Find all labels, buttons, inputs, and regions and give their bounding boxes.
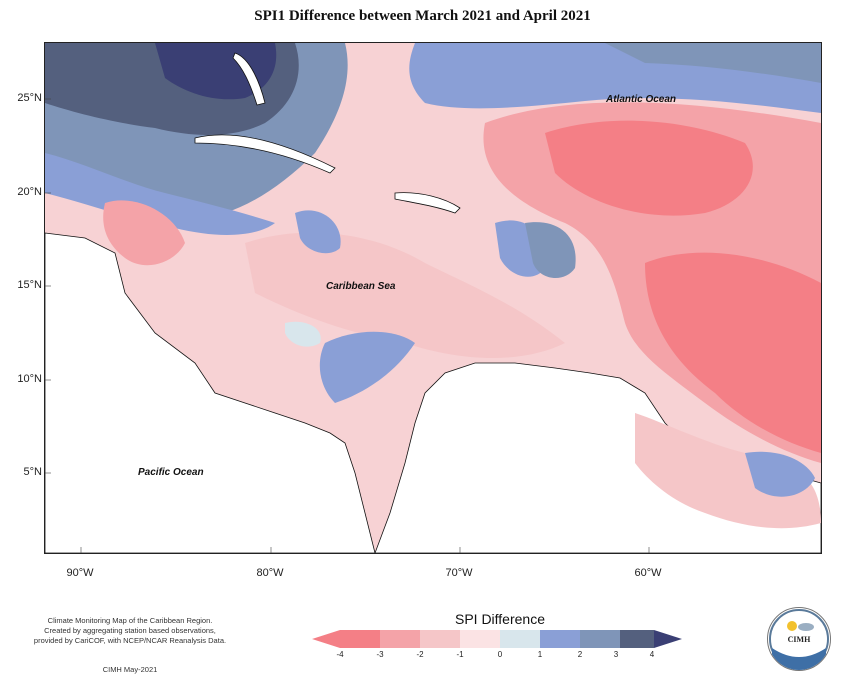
- legend-tick-3: 3: [613, 650, 619, 659]
- legend-colorbar: [312, 630, 682, 648]
- legend-swatch-2: [380, 630, 420, 648]
- lat-label-5n: 5°N: [23, 466, 42, 478]
- lat-label-15n: 15°N: [17, 279, 42, 291]
- legend-arrow-right: [654, 630, 682, 648]
- legend-swatch-6: [540, 630, 580, 648]
- credits-line-1: Climate Monitoring Map of the Caribbean …: [47, 616, 213, 625]
- logo-graphic: [769, 609, 829, 670]
- spi-red-atlantic-north: [545, 120, 753, 216]
- spi-blue-cell-colombia: [319, 331, 415, 403]
- credits-date: CIMH May-2021: [102, 665, 158, 674]
- legend-arrow-left: [312, 630, 340, 648]
- spi-pink-guianas: [635, 413, 821, 529]
- legend-swatch-7: [580, 630, 620, 648]
- credits-line-3: provided by CariCOF, with NCEP/NCAR Rean…: [33, 636, 227, 645]
- pacific-ocean-label: Pacific Ocean: [138, 467, 204, 478]
- legend-tick-4: 4: [649, 650, 655, 659]
- lat-label-20n: 20°N: [17, 186, 42, 198]
- hispaniola-land: [394, 192, 461, 214]
- legend-swatch-1: [340, 630, 380, 648]
- legend-title: SPI Difference: [454, 611, 545, 627]
- lat-label-25n: 25°N: [17, 92, 42, 104]
- caribbean-sea-label: Caribbean Sea: [326, 281, 396, 292]
- cimh-logo: CIMH: [767, 607, 831, 671]
- lon-label-70w: 70°W: [445, 567, 473, 579]
- spi-blue-guianas: [745, 451, 815, 497]
- credits-line-2: Created by aggregating station based obs…: [44, 626, 216, 635]
- legend-tick-2: 2: [577, 650, 583, 659]
- central-america-land: [45, 232, 376, 553]
- spi-blue-cell-jamaica: [295, 210, 341, 254]
- atlantic-ocean-label: Atlantic Ocean: [606, 94, 677, 105]
- legend-swatch-8: [620, 630, 654, 648]
- legend-swatch-5: [500, 630, 540, 648]
- logo-text: CIMH: [787, 635, 811, 644]
- legend-tick-1: 1: [537, 650, 543, 659]
- spi-darkest-nw: [155, 43, 277, 100]
- spi-pink-west: [103, 200, 185, 266]
- spi-field: [45, 43, 821, 553]
- legend-tick-0: 0: [497, 650, 503, 659]
- cuba-land: [194, 134, 336, 174]
- spi-dark-atlantic: [605, 43, 821, 83]
- map-title: SPI1 Difference between March 2021 and A…: [254, 8, 591, 24]
- lon-label-80w: 80°W: [256, 567, 284, 579]
- legend-tick-neg3: -3: [376, 650, 384, 659]
- legend-swatch-3: [420, 630, 460, 648]
- spi-pale-cell: [285, 321, 321, 347]
- florida-land: [232, 52, 266, 106]
- legend-tick-neg4: -4: [336, 650, 344, 659]
- spi-pink-caribbean: [245, 232, 565, 358]
- legend-tick-neg2: -2: [416, 650, 424, 659]
- lon-label-90w: 90°W: [66, 567, 94, 579]
- lon-label-60w: 60°W: [634, 567, 662, 579]
- credits-block: Climate Monitoring Map of the Caribbean …: [30, 616, 230, 646]
- legend-tick-neg1: -1: [456, 650, 464, 659]
- spi-blue-band: [45, 153, 275, 235]
- map-area: [44, 42, 822, 554]
- spi-dark-cell-east: [525, 222, 576, 279]
- lat-label-10n: 10°N: [17, 373, 42, 385]
- legend-swatch-4: [460, 630, 500, 648]
- spi-red-atlantic-south: [645, 252, 821, 453]
